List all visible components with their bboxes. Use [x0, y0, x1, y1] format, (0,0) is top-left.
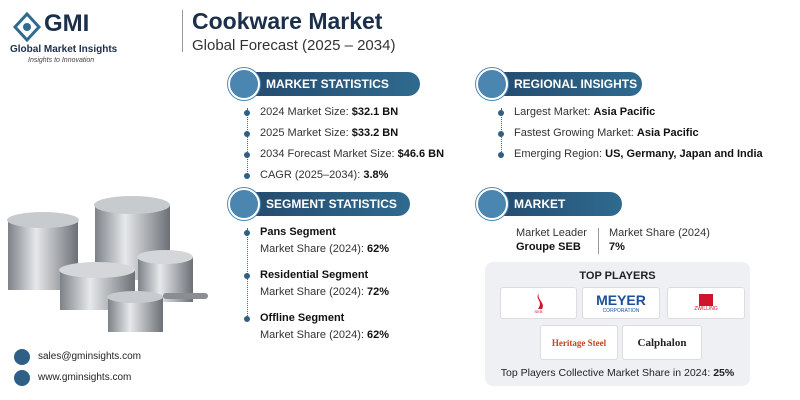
- subtitle: Global Forecast (2025 – 2034): [192, 37, 396, 54]
- logo-text: SEB: [534, 308, 543, 314]
- item-label: Largest Market:: [514, 106, 591, 118]
- item-value: $46.6 BN: [397, 148, 445, 160]
- segment-name: Residential Segment: [260, 269, 369, 281]
- top-players-footer: Top Players Collective Market Share in 2…: [485, 367, 750, 379]
- section-header: MARKET LEADERS: [476, 188, 622, 235]
- divider: [182, 10, 183, 52]
- tagline: Insights to Innovation: [28, 57, 95, 64]
- footer-value: 25%: [713, 367, 735, 379]
- logo-text: ZWILLING: [694, 306, 718, 312]
- bullet: [498, 152, 504, 158]
- list-item: Largest Market: Asia Pacific: [514, 106, 655, 118]
- list-item: Market Share (2024): 62%: [260, 243, 389, 255]
- section-header: MARKET STATISTICS: [228, 68, 420, 100]
- email: sales@gminsights.com: [38, 351, 141, 362]
- section-header: SEGMENT STATISTICS: [228, 188, 410, 220]
- item-label: Market Share (2024):: [260, 329, 364, 341]
- bullet: [244, 131, 250, 137]
- list-item: Market Share (2024): 62%: [260, 329, 389, 341]
- logo: Calphalon: [622, 325, 702, 360]
- item-label: 2025 Market Size:: [260, 127, 349, 139]
- list-item: 2024 Market Size: $32.1 BN: [260, 106, 398, 118]
- top-players-box: [485, 262, 750, 386]
- heading: MARKET STATISTICS: [266, 77, 389, 91]
- bullet: [498, 131, 504, 137]
- bullet: [244, 316, 250, 322]
- top-players-heading: TOP PLAYERS: [579, 270, 656, 282]
- item-value: 72%: [367, 286, 390, 298]
- segment-name: Pans Segment: [260, 226, 336, 238]
- bullet: [244, 152, 250, 158]
- list-item: Emerging Region: US, Germany, Japan and …: [514, 148, 763, 160]
- logo-text: GMI: [44, 10, 90, 37]
- logo: Heritage Steel: [540, 325, 618, 360]
- item-value: 62%: [367, 243, 390, 255]
- item-label: 2034 Forecast Market Size:: [260, 148, 395, 160]
- list-item: Market Share (2024): 72%: [260, 286, 389, 298]
- item-value: $33.2 BN: [351, 127, 399, 139]
- footer-label: Top Players Collective Market Share in 2…: [500, 367, 711, 379]
- cookware-illustration: [7, 196, 208, 332]
- item-label: 2024 Market Size:: [260, 106, 349, 118]
- logo-text: Heritage Steel: [551, 337, 607, 348]
- logo-icon: [12, 12, 42, 42]
- item-value: 62%: [367, 329, 390, 341]
- item-value: $32.1 BN: [351, 106, 399, 118]
- company: Global Market Insights: [10, 44, 118, 55]
- section-header: REGIONAL INSIGHTS: [476, 68, 642, 100]
- bullet: [244, 230, 250, 236]
- item-label: CAGR (2025–2034):: [260, 169, 361, 181]
- bullet: [498, 110, 504, 116]
- item-value: 3.8%: [363, 169, 389, 181]
- share-label: Market Share (2024): [609, 227, 710, 239]
- leader-label: Market Leader: [516, 227, 587, 239]
- logo-text: CORPORATION: [602, 308, 640, 314]
- email-icon: [14, 349, 30, 365]
- heading: SEGMENT STATISTICS: [266, 197, 397, 211]
- bullet: [244, 273, 250, 279]
- share: 7%: [609, 241, 625, 253]
- zwilling-icon: [699, 294, 713, 306]
- segment-name: Offline Segment: [260, 312, 345, 324]
- logo-text: MEYER: [596, 292, 646, 308]
- item-value: Asia Pacific: [636, 127, 699, 139]
- divider: [598, 228, 599, 254]
- heading: MARKET LEADERS: [514, 197, 572, 235]
- seb-icon: [537, 292, 543, 309]
- website: www.gminsights.com: [38, 372, 132, 383]
- bullet: [244, 110, 250, 116]
- item-value: US, Germany, Japan and India: [605, 148, 763, 160]
- list-item: CAGR (2025–2034): 3.8%: [260, 169, 388, 181]
- dotted-line: [247, 108, 248, 176]
- web-icon: [14, 370, 30, 386]
- list-item: 2034 Forecast Market Size: $46.6 BN: [260, 148, 444, 160]
- bullet: [244, 173, 250, 179]
- item-label: Market Share (2024):: [260, 286, 364, 298]
- title: Cookware Market: [192, 8, 383, 34]
- heading: REGIONAL INSIGHTS: [514, 77, 638, 91]
- leader: Groupe SEB: [516, 241, 581, 253]
- logo: SEB: [500, 287, 577, 319]
- item-label: Market Share (2024):: [260, 243, 364, 255]
- item-label: Fastest Growing Market:: [514, 127, 634, 139]
- logo: MEYER CORPORATION: [582, 287, 660, 319]
- logo: ZWILLING: [667, 287, 745, 319]
- list-item: Fastest Growing Market: Asia Pacific: [514, 127, 699, 139]
- logo-text: Calphalon: [637, 336, 687, 349]
- item-value: Asia Pacific: [593, 106, 656, 118]
- list-item: 2025 Market Size: $33.2 BN: [260, 127, 398, 139]
- item-label: Emerging Region:: [514, 148, 603, 160]
